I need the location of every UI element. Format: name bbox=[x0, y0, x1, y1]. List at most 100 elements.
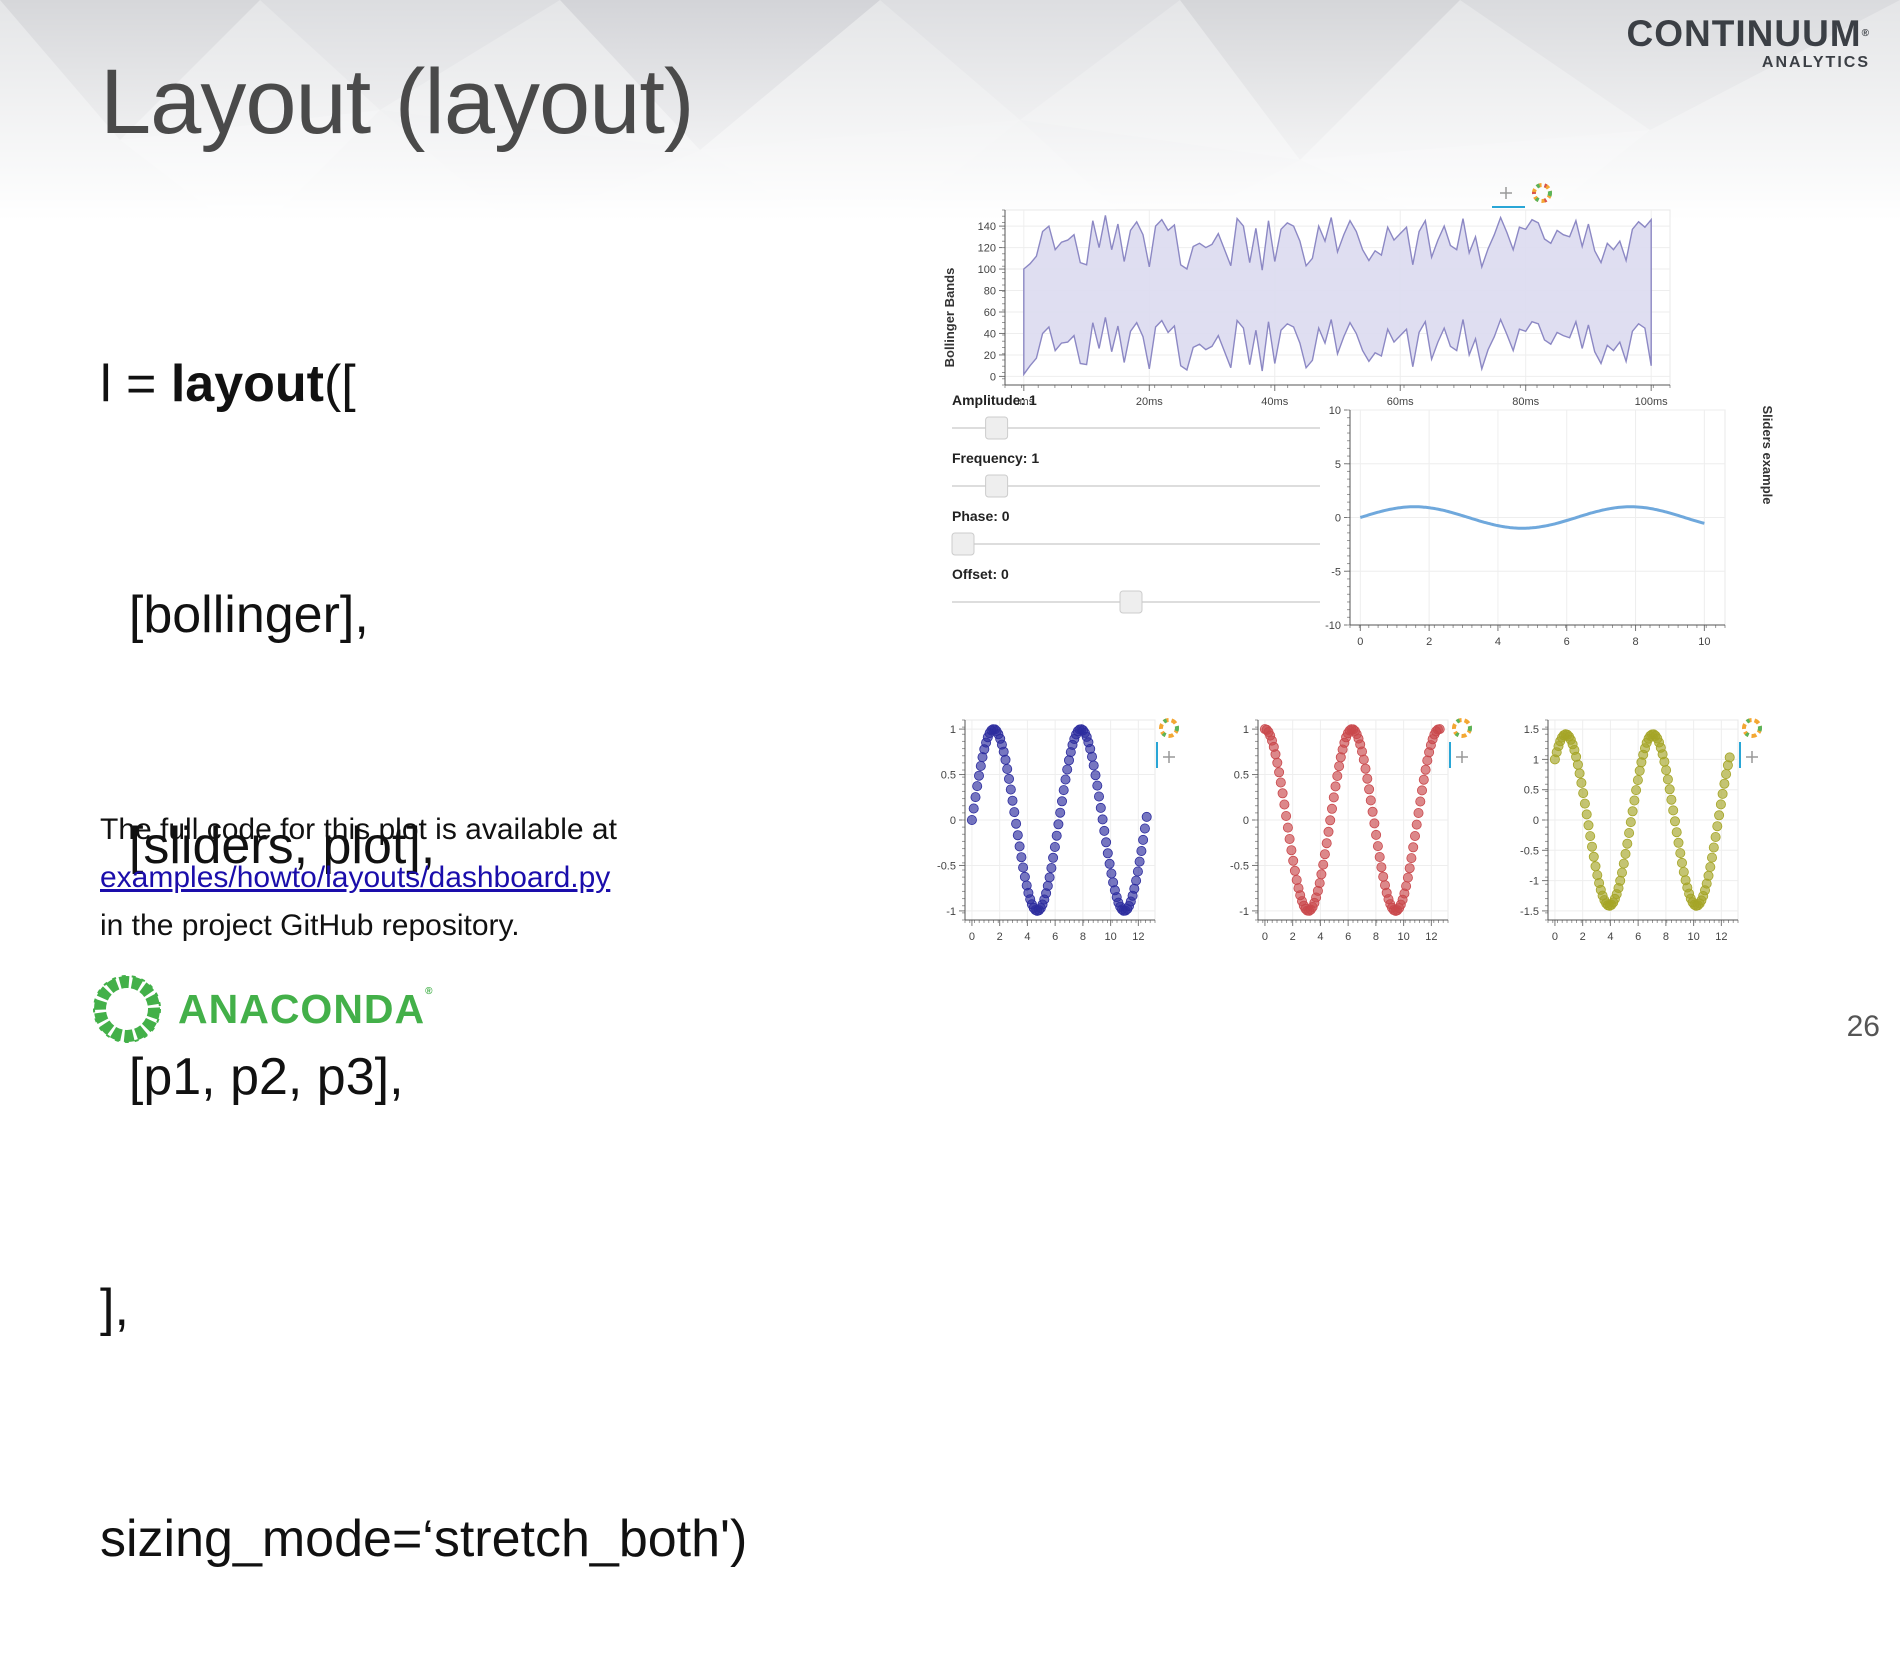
scatter-point bbox=[1622, 838, 1633, 849]
y-tick-label: -1 bbox=[1239, 906, 1249, 918]
pan-icon[interactable] bbox=[1500, 187, 1512, 199]
scatter-point bbox=[1662, 774, 1673, 785]
y-tick-label: 0.5 bbox=[1234, 770, 1249, 782]
header-background bbox=[0, 0, 1900, 260]
scatter-point bbox=[1664, 784, 1675, 795]
scatter-point bbox=[1415, 796, 1426, 807]
scatter-point bbox=[1088, 760, 1099, 771]
scatter-point bbox=[1671, 827, 1682, 838]
scatter-point bbox=[1376, 862, 1387, 873]
scatter-point bbox=[1617, 867, 1628, 878]
scatter-point bbox=[1090, 770, 1101, 781]
slider-handle[interactable] bbox=[985, 416, 1009, 440]
sliders-panel: Amplitude: 1 Frequency: 1 Phase: 0 Offset: … bbox=[951, 392, 1320, 614]
scatter-point bbox=[1362, 773, 1373, 784]
scatter-point bbox=[1409, 831, 1420, 842]
scatter-point bbox=[1129, 883, 1140, 894]
scatter-point bbox=[1707, 852, 1718, 863]
continuum-logo: CONTINUUM® ANALYTICS bbox=[1627, 14, 1870, 72]
scatter-point bbox=[1063, 755, 1074, 766]
scatter-point bbox=[1587, 841, 1598, 852]
scatter-point bbox=[1715, 799, 1726, 810]
scatter-point bbox=[1314, 878, 1325, 889]
scatter-point bbox=[1634, 765, 1645, 776]
scatter-point bbox=[1369, 818, 1380, 829]
pan-icon[interactable] bbox=[1456, 751, 1468, 763]
scatter-point bbox=[1058, 785, 1069, 796]
scatter-point bbox=[1703, 870, 1714, 881]
scatter-point bbox=[1330, 781, 1341, 792]
y-tick-label: 140 bbox=[978, 221, 996, 233]
scatter-point bbox=[1318, 859, 1329, 870]
scatter-point bbox=[1281, 811, 1292, 822]
y-tick-label: 1 bbox=[1243, 724, 1249, 736]
x-tick-label: 6 bbox=[1345, 931, 1351, 943]
scatter-point bbox=[1615, 875, 1626, 886]
bokeh-logo-icon[interactable] bbox=[1452, 718, 1472, 738]
scatter-point bbox=[1588, 851, 1599, 862]
bokeh-logo-icon[interactable] bbox=[1742, 718, 1762, 738]
y-tick-label: 120 bbox=[978, 243, 996, 255]
scatter-point bbox=[1670, 816, 1681, 827]
scatter-point bbox=[1095, 802, 1106, 813]
bokeh-logo-icon[interactable] bbox=[1532, 183, 1552, 203]
scatter-point bbox=[1365, 795, 1376, 806]
scatter-point bbox=[1009, 807, 1020, 818]
scatter-point bbox=[1408, 842, 1419, 853]
code-line-4: [p1, p2, p3], bbox=[100, 1048, 404, 1106]
x-tick-label: 8 bbox=[1080, 931, 1086, 943]
x-tick-label: 4 bbox=[1024, 931, 1030, 943]
y-tick-label: 10 bbox=[1329, 405, 1341, 417]
x-tick-label: 6 bbox=[1052, 931, 1058, 943]
scatter-point bbox=[1416, 785, 1427, 796]
x-tick-label: 12 bbox=[1132, 931, 1144, 943]
scatter-point bbox=[1323, 826, 1334, 837]
anaconda-ring-icon bbox=[93, 975, 161, 1043]
scatter-point bbox=[1139, 823, 1150, 834]
scatter-point bbox=[1277, 788, 1288, 799]
y-tick-label: 100 bbox=[978, 264, 996, 276]
scatter-point bbox=[1579, 798, 1590, 809]
x-tick-label: 6 bbox=[1564, 636, 1570, 648]
x-tick-label: 10 bbox=[1397, 931, 1409, 943]
slider-handle[interactable] bbox=[1119, 590, 1143, 614]
pan-icon[interactable] bbox=[1746, 751, 1758, 763]
scatter-point bbox=[1286, 845, 1297, 856]
note-line-1: The full code for this plot is available… bbox=[100, 813, 617, 846]
scatter-point bbox=[1618, 858, 1629, 869]
scatter-point bbox=[1717, 788, 1728, 799]
scatter-point bbox=[1402, 872, 1413, 883]
slider-handle[interactable] bbox=[985, 474, 1009, 498]
scatter-point bbox=[1092, 780, 1103, 791]
scatter-point bbox=[1585, 831, 1596, 842]
scatter-point bbox=[1705, 862, 1716, 873]
x-tick-label: 20ms bbox=[1136, 396, 1163, 408]
y-tick-label: 1 bbox=[950, 724, 956, 736]
anaconda-logo: ANACONDA® bbox=[90, 972, 434, 1046]
scatter-point bbox=[1016, 852, 1027, 863]
scatter-point bbox=[1714, 810, 1725, 821]
code-line-2: [bollinger], bbox=[100, 586, 369, 644]
scatter-point bbox=[1042, 880, 1053, 891]
scatter-point bbox=[1625, 817, 1636, 828]
y-tick-label: 40 bbox=[984, 328, 996, 340]
scatter-point bbox=[1364, 784, 1375, 795]
code-link[interactable]: examples/howto/layouts/dashboard.py bbox=[100, 861, 611, 894]
pan-icon[interactable] bbox=[1163, 751, 1175, 763]
scatter-point bbox=[1328, 792, 1339, 803]
scatter-point bbox=[1378, 871, 1389, 882]
scatter-point bbox=[1581, 809, 1592, 820]
slider-label: Offset: 0 bbox=[952, 566, 1009, 582]
slider-handle[interactable] bbox=[951, 532, 975, 556]
scatter-point bbox=[1316, 869, 1327, 880]
scatter-point bbox=[1325, 815, 1336, 826]
scatter-point bbox=[998, 746, 1009, 757]
scatter-point bbox=[1106, 868, 1117, 879]
y-axis-label: Bollinger Bands bbox=[942, 268, 957, 368]
scatter-point bbox=[1101, 837, 1112, 848]
scatter-point bbox=[1422, 755, 1433, 766]
bokeh-logo-icon[interactable] bbox=[1159, 718, 1179, 738]
scatter-point bbox=[1131, 875, 1142, 886]
brand-subtitle: ANALYTICS bbox=[1761, 54, 1870, 71]
scatter-point bbox=[1708, 842, 1719, 853]
